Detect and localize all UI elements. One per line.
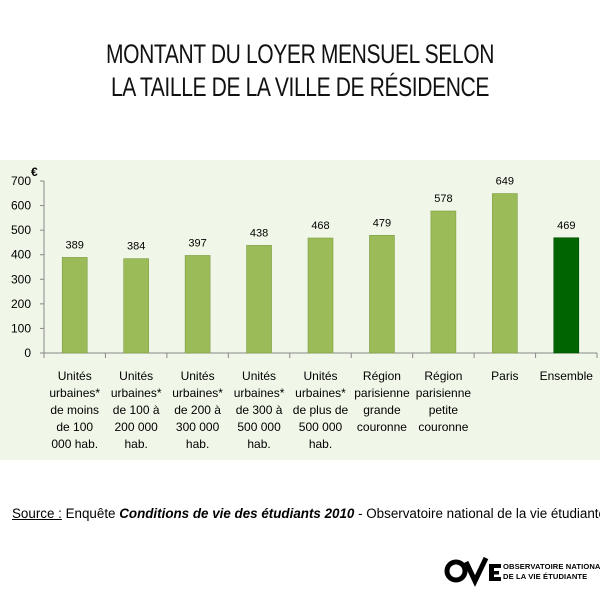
x-tick-label: Ensemble (540, 369, 594, 383)
x-tick-label-line: de 300 à (236, 403, 283, 417)
x-tick-label-line: urbaines* (111, 386, 162, 400)
x-tick-label-line: hab. (309, 437, 332, 451)
x-tick-label-line: 500 000 (237, 420, 281, 434)
logo-text: OBSERVATOIRE NATIONAL DE LA VIE ÉTUDIANT… (503, 562, 600, 582)
chart-title-line-2: LA TAILLE DE LA VILLE DE RÉSIDENCE (110, 72, 490, 102)
data-label: 384 (127, 241, 145, 253)
y-tick-label: 0 (24, 346, 31, 360)
source-publication: Conditions de vie des étudiants 2010 (119, 506, 355, 521)
data-label: 438 (250, 227, 268, 239)
x-tick-label-line: de plus de (293, 403, 349, 417)
x-tick-label-line: Unités (119, 369, 153, 383)
bar (553, 237, 580, 354)
bar (184, 255, 211, 354)
x-tick-label-line: de 200 à (174, 403, 221, 417)
x-tick-label: Unités urbaines* de moins de 100 000 hab. (49, 369, 100, 451)
bar (246, 245, 272, 354)
bar (430, 210, 457, 354)
x-tick-label-line: hab. (186, 437, 209, 451)
x-tick-label-line: parisienne (416, 386, 472, 400)
y-tick-label: 300 (11, 272, 31, 286)
x-tick-label-line: Région (424, 369, 462, 383)
source-note: Source : Enquête Conditions de vie des é… (12, 506, 600, 521)
x-tick-label-line: grande (363, 403, 401, 417)
x-tick-label-line: couronne (357, 420, 407, 434)
x-tick-label-line: couronne (418, 420, 468, 434)
x-tick-label-line: 000 hab. (51, 437, 98, 451)
chart-title-line-1: MONTANT DU LOYER MENSUEL SELON (105, 39, 495, 69)
x-tick-label: Unités urbaines* de 200 à 300 000 hab. (172, 369, 223, 451)
x-tick-label-line: 500 000 (299, 420, 343, 434)
x-tick-label-line: Paris (491, 369, 518, 383)
x-tick-label-line: Ensemble (540, 369, 594, 383)
x-tick-label: Paris (491, 369, 518, 383)
x-tick-label-line: Unités (181, 369, 215, 383)
bar (61, 257, 88, 354)
bar (492, 193, 518, 354)
y-tick-label: 100 (11, 321, 31, 335)
y-tick-label: 500 (11, 223, 31, 237)
x-tick-label-line: de moins (50, 403, 99, 417)
source-text-1: Enquête (61, 506, 120, 521)
x-tick-label-line: 200 000 (114, 420, 158, 434)
bar (307, 237, 334, 354)
data-label: 649 (496, 176, 514, 188)
data-label: 469 (557, 220, 575, 232)
x-tick-label-line: 300 000 (176, 420, 220, 434)
data-label: 578 (434, 193, 452, 205)
x-tick-label-line: hab. (247, 437, 270, 451)
data-label: 468 (311, 220, 329, 232)
x-tick-label-line: urbaines* (234, 386, 285, 400)
x-tick-label-line: de 100 (56, 420, 93, 434)
logo-text-line-1: OBSERVATOIRE NATIONAL (503, 562, 600, 571)
data-label: 389 (66, 239, 84, 251)
x-tick-label: Région parisienne petite couronne (416, 369, 472, 434)
x-tick-label-line: parisienne (354, 386, 410, 400)
x-tick-label-line: Unités (58, 369, 92, 383)
source-label: Source : (12, 506, 62, 521)
x-tick-label: Région parisienne grande couronne (354, 369, 410, 434)
logo-text-line-2: DE LA VIE ÉTUDIANTE (503, 572, 588, 581)
bar (369, 235, 395, 354)
x-tick-label-line: urbaines* (49, 386, 100, 400)
y-tick-label: 700 (11, 174, 31, 188)
x-tick-label-line: Unités (242, 369, 276, 383)
data-label: 397 (188, 237, 206, 249)
x-tick-label-line: urbaines* (295, 386, 346, 400)
y-axis-label: € (31, 165, 38, 179)
y-tick-label: 400 (11, 248, 31, 262)
bar (123, 258, 149, 354)
ove-logo-icon (444, 556, 501, 587)
y-tick-label: 200 (11, 297, 31, 311)
x-tick-label-line: petite (429, 403, 459, 417)
x-tick-label-line: de 100 à (113, 403, 160, 417)
x-tick-label-line: urbaines* (172, 386, 223, 400)
source-text-2: - Observatoire national de la vie étudia… (354, 506, 600, 521)
x-tick-label-line: Unités (303, 369, 337, 383)
x-tick-label: Unités urbaines* de 100 à 200 000 hab. (111, 369, 162, 451)
x-tick-label: Unités urbaines* de plus de 500 000 hab. (293, 369, 349, 451)
y-tick-label: 600 (11, 199, 31, 213)
x-tick-label-line: hab. (124, 437, 147, 451)
x-tick-label: Unités urbaines* de 300 à 500 000 hab. (234, 369, 285, 451)
x-tick-label-line: Région (363, 369, 401, 383)
data-label: 479 (373, 217, 391, 229)
rent-bar-chart: 0 100 200 300 400 500 600 700€389 Unités urbaines… (11, 165, 598, 451)
